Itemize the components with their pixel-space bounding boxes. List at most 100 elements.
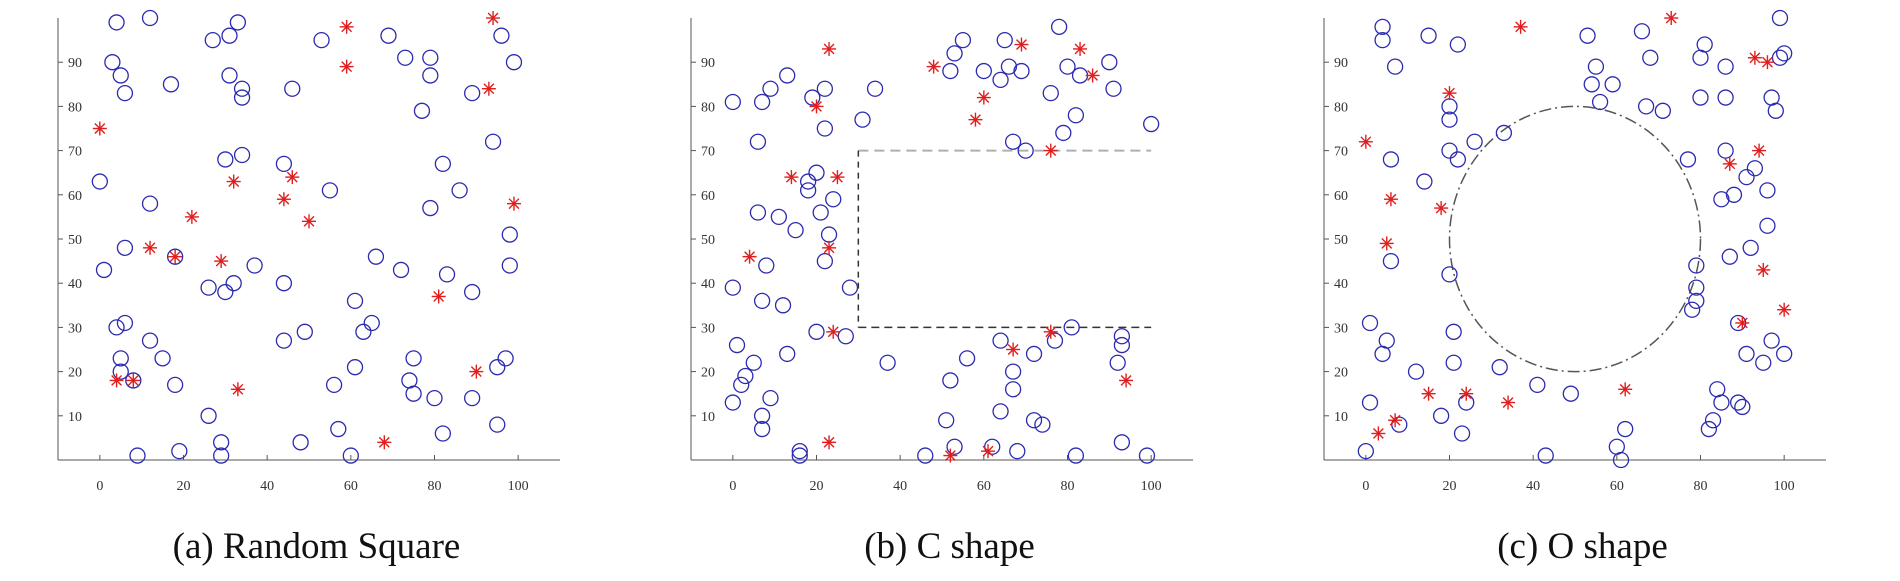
circle-point (162, 76, 180, 93)
circle-point (946, 438, 963, 455)
circle-point (463, 84, 481, 102)
circle-point (1725, 186, 1743, 203)
y-tick-label: 60 (1334, 189, 1348, 204)
y-tick-label: 70 (1334, 145, 1348, 160)
circle-point (367, 248, 385, 265)
circle-point (221, 67, 238, 84)
x-tick-label: 0 (1362, 479, 1369, 494)
circle-point (108, 14, 125, 31)
circle-point (1700, 420, 1718, 438)
circle-point (141, 9, 159, 27)
star-stroke (823, 436, 835, 448)
circle-point (116, 314, 134, 332)
star-point (784, 170, 799, 185)
circle-point (745, 354, 762, 371)
circle-point (284, 80, 301, 97)
circle-point (1721, 248, 1738, 265)
circle-point (1583, 76, 1600, 93)
star-point (1747, 50, 1762, 65)
circle-point (816, 120, 834, 137)
circle-point (1025, 345, 1043, 363)
circle-point (1491, 359, 1508, 376)
circle-point (804, 89, 821, 106)
y-tick-label: 40 (1334, 277, 1348, 292)
circle-point (275, 155, 293, 173)
y-tick-label: 20 (68, 366, 82, 381)
star-stroke (286, 171, 298, 183)
circle-point (1562, 385, 1579, 402)
circle-point (1105, 80, 1122, 97)
star-stroke (1120, 374, 1132, 386)
circle-point (141, 332, 159, 349)
circle-point (112, 67, 129, 84)
circle-point (451, 182, 468, 199)
y-tick-label: 90 (701, 56, 715, 71)
star-point (1043, 324, 1058, 339)
circle-point (154, 350, 171, 367)
star-point (1722, 156, 1737, 171)
star-stroke (127, 374, 139, 386)
star-stroke (1502, 397, 1514, 408)
circle-point (984, 438, 1001, 455)
circle-point (749, 204, 767, 221)
circle-point (1004, 133, 1022, 150)
circle-point (1109, 354, 1126, 371)
x-tick-label: 100 (1774, 479, 1795, 494)
x-tick-label: 0 (729, 479, 736, 494)
circle-point (1059, 58, 1076, 75)
circle-point (791, 447, 808, 464)
circle-point (217, 151, 234, 168)
circle-point (463, 389, 481, 407)
caption-random-square: (a) Random Square (172, 526, 461, 567)
circle-point (724, 279, 741, 296)
circle-point (1729, 394, 1747, 411)
circle-point (484, 133, 502, 150)
star-point (1618, 382, 1633, 397)
star-point (1014, 37, 1029, 52)
circle-point (1466, 133, 1483, 150)
circle-point (1113, 434, 1131, 451)
y-tick-label: 10 (68, 410, 82, 425)
circle-point (1004, 363, 1022, 380)
scatter-plot-c-shape: 10 20 30 40 50 60 70 80 90 0 20 40 60 80 100 (690, 18, 1193, 494)
star-stroke (1045, 326, 1057, 338)
circle-point (946, 45, 963, 62)
circle-point (1738, 345, 1755, 363)
circle-point (1738, 168, 1755, 186)
circle-point (1138, 447, 1156, 464)
circle-point (1441, 142, 1458, 159)
circle-point (733, 376, 750, 394)
x-tick-label: 80 (428, 479, 442, 494)
star-point (1043, 143, 1058, 158)
circle-point (1374, 18, 1391, 35)
star-point (968, 112, 983, 127)
star-stroke (487, 12, 499, 24)
circle-point (1374, 31, 1391, 49)
circle-point (1378, 332, 1395, 349)
circle-point (825, 191, 842, 208)
star-stroke (303, 215, 315, 227)
circle-point (1357, 443, 1374, 460)
circle-point (837, 328, 854, 345)
circle-point (434, 425, 452, 442)
star-stroke (1761, 56, 1773, 68)
star-point (92, 121, 107, 136)
star-point (1421, 386, 1436, 401)
circle-point (1704, 412, 1722, 429)
star-stroke (433, 291, 445, 302)
circle-point (992, 71, 1009, 89)
x-tick-label: 60 (1610, 479, 1624, 494)
star-point (377, 435, 392, 450)
circle-point (346, 292, 364, 310)
circle-point (942, 372, 959, 389)
star-stroke (111, 374, 123, 386)
circle-point (1717, 89, 1734, 106)
star-point (481, 81, 496, 96)
circle-point (501, 226, 518, 243)
star-point (469, 364, 484, 379)
circle-point (820, 226, 838, 243)
circle-point (501, 257, 518, 274)
y-tick-label: 50 (701, 233, 715, 248)
circle-point (1746, 160, 1764, 177)
circle-point (1113, 336, 1131, 354)
